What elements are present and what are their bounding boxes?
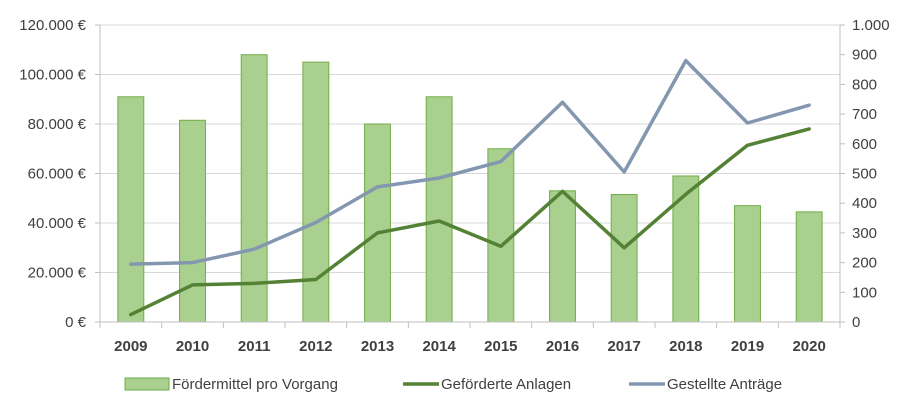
y-right-tick-label: 900 bbox=[852, 47, 877, 64]
gridlines bbox=[100, 24, 840, 273]
y-right-tick-label: 100 bbox=[852, 284, 877, 301]
tick-labels: 0 € 20.000 € 40.000 € 60.000 € 80.000 € 100.0… bbox=[19, 17, 889, 355]
x-tick-label: 2017 bbox=[607, 338, 640, 355]
x-tick-label: 2012 bbox=[299, 338, 332, 355]
y-right-tick-label: 700 bbox=[852, 106, 877, 123]
legend-label: Geförderte Anlagen bbox=[441, 376, 571, 393]
y-right-tick-label: 1.000 bbox=[852, 17, 890, 34]
bar-2013 bbox=[364, 123, 391, 323]
x-tick-label: 2011 bbox=[238, 338, 271, 355]
x-tick-label: 2009 bbox=[114, 338, 147, 355]
bars-series-foerdermittel bbox=[117, 54, 823, 323]
line-series bbox=[129, 58, 811, 317]
legend: Fördermittel pro Vorgang Geförderte Anlag… bbox=[124, 376, 782, 393]
y-left-tick-label: 20.000 € bbox=[28, 265, 87, 282]
y-right-tick-label: 200 bbox=[852, 255, 877, 272]
bar-2010 bbox=[179, 119, 206, 323]
x-tick-label: 2010 bbox=[176, 338, 209, 355]
x-tick-label: 2016 bbox=[546, 338, 579, 355]
y-left-tick-label: 60.000 € bbox=[28, 166, 87, 183]
x-tick-label: 2019 bbox=[731, 338, 764, 355]
y-left-tick-label: 40.000 € bbox=[28, 215, 87, 232]
bar-2019 bbox=[734, 205, 761, 323]
line-gestellte-anträge bbox=[129, 58, 811, 266]
bar-2015 bbox=[487, 148, 515, 323]
bar-2020 bbox=[795, 211, 823, 323]
line-geförderte-anlagen bbox=[129, 127, 811, 317]
bar-2014 bbox=[425, 96, 453, 323]
bar-2009 bbox=[117, 96, 145, 323]
legend-swatch-bar bbox=[124, 377, 170, 391]
x-tick-label: 2020 bbox=[792, 338, 825, 355]
y-right-tick-label: 500 bbox=[852, 166, 877, 183]
y-left-tick-label: 0 € bbox=[65, 314, 87, 331]
bar-2018 bbox=[672, 175, 700, 323]
x-tick-label: 2015 bbox=[484, 338, 517, 355]
x-tick-label: 2013 bbox=[361, 338, 394, 355]
x-tick-label: 2018 bbox=[669, 338, 702, 355]
bar-2012 bbox=[302, 61, 330, 323]
y-right-tick-label: 800 bbox=[852, 76, 877, 93]
x-tick-label: 2014 bbox=[422, 338, 456, 355]
y-left-tick-label: 80.000 € bbox=[28, 116, 87, 133]
axes bbox=[95, 24, 845, 328]
legend-label: Fördermittel pro Vorgang bbox=[172, 376, 338, 393]
y-left-tick-label: 120.000 € bbox=[19, 17, 86, 34]
y-left-tick-label: 100.000 € bbox=[19, 67, 86, 84]
y-right-tick-label: 0 bbox=[852, 314, 860, 331]
bar-2017 bbox=[610, 194, 638, 323]
y-right-tick-label: 400 bbox=[852, 195, 877, 212]
bar-2016 bbox=[549, 190, 576, 323]
y-right-tick-label: 300 bbox=[852, 225, 877, 242]
y-right-tick-label: 600 bbox=[852, 136, 877, 153]
legend-label: Gestellte Anträge bbox=[667, 376, 782, 393]
